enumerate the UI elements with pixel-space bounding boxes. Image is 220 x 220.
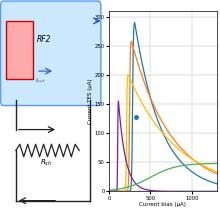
Text: $R_{sh}$: $R_{sh}$ (40, 158, 52, 168)
Text: $I_{out}$: $I_{out}$ (35, 76, 46, 85)
Y-axis label: Current TES (μA): Current TES (μA) (88, 78, 93, 124)
Bar (6, 21, 33, 79)
Text: RF2: RF2 (37, 35, 51, 44)
FancyBboxPatch shape (0, 1, 101, 106)
X-axis label: Current bias (μA): Current bias (μA) (139, 202, 186, 207)
